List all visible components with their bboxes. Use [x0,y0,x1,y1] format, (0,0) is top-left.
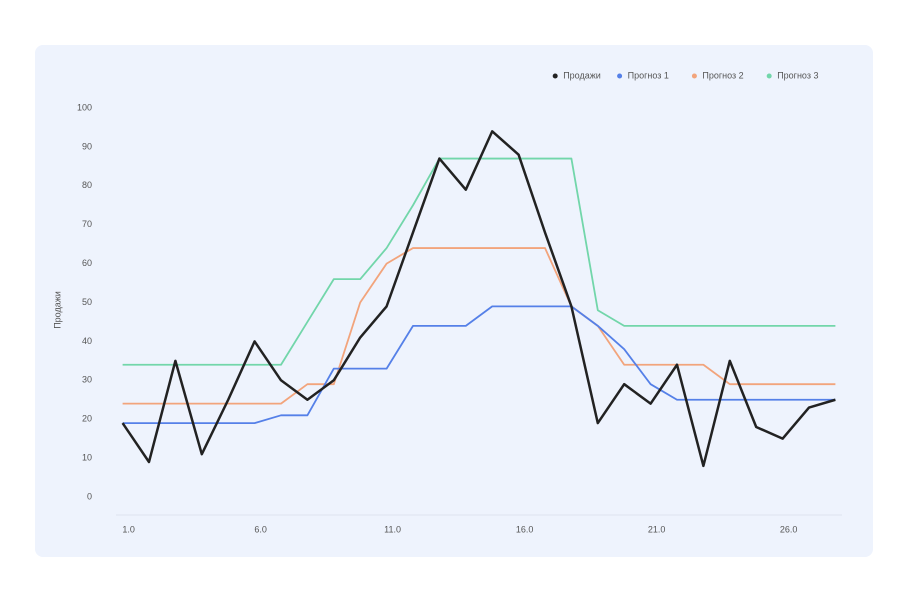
card [35,45,873,557]
y-tick-label: 100 [77,102,92,112]
x-tick-label: 16.0 [516,524,534,534]
legend-marker [766,73,772,79]
y-tick-label: 90 [82,141,92,151]
y-tick-label: 50 [82,297,92,307]
x-tick-label: 11.0 [384,524,401,534]
legend-marker [691,73,697,79]
legend-label: Прогноз 3 [777,70,818,80]
y-tick-label: 0 [87,491,92,501]
series-line [122,247,836,405]
x-tick-label: 21.0 [648,524,666,534]
legend-label: Прогноз 1 [628,70,669,80]
x-tick-label: 1.0 [122,524,135,534]
legend-marker [617,73,623,79]
y-tick-label: 30 [82,375,92,385]
x-tick-label: 26.0 [780,524,798,534]
y-tick-label: 80 [82,180,92,190]
legend-marker [552,73,558,79]
x-tick-label: 6.0 [254,524,267,534]
y-tick-label: 40 [82,336,92,346]
y-axis-label: Продажи [52,291,62,329]
y-tick-label: 60 [82,258,92,268]
legend-label: Прогноз 2 [702,70,743,80]
series-line [121,130,836,468]
legend-label: Продажи [563,70,601,80]
y-tick-label: 70 [82,219,92,229]
y-tick-label: 10 [82,452,92,462]
y-tick-label: 20 [82,414,92,424]
series-line [122,305,836,424]
